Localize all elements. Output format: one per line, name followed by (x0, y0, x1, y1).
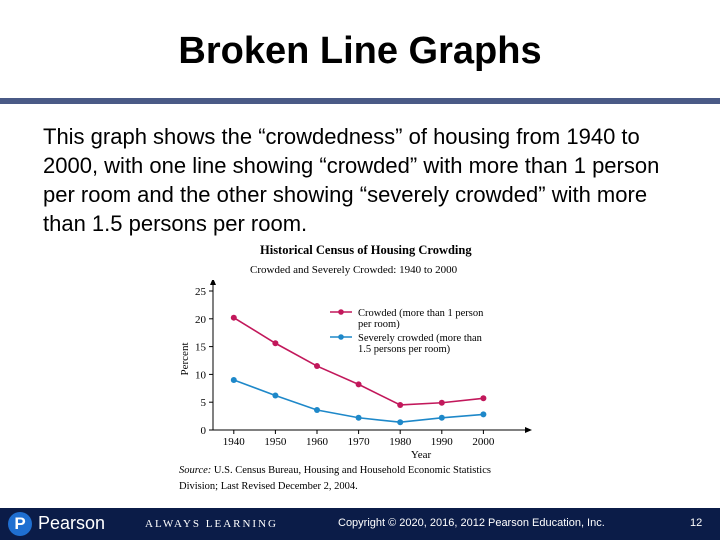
series-line-1 (233, 317, 484, 406)
series-1-point (438, 399, 445, 406)
legend-label: Severely crowded (more than (358, 333, 483, 344)
x-tick-label: 1960 (306, 436, 329, 448)
series-2-point (438, 414, 445, 421)
y-tick-label: 5 (201, 397, 207, 409)
y-axis-arrow (210, 280, 216, 285)
series-2-point (397, 419, 404, 426)
x-tick-label: 1980 (389, 436, 412, 448)
y-tick-label: 0 (201, 425, 207, 437)
y-tick-label: 15 (195, 342, 207, 354)
chart-subtitle: Crowded and Severely Crowded: 1940 to 20… (250, 264, 458, 276)
source-label: Source: (179, 465, 212, 476)
series-2-point (480, 411, 487, 418)
y-tick-label: 10 (195, 369, 207, 381)
source-text: U.S. Census Bureau, Housing and Househol… (179, 465, 491, 492)
slide-body-text: This graph shows the “crowdedness” of ho… (43, 124, 660, 236)
series-1-point (397, 401, 404, 408)
y-tick-label: 20 (195, 314, 207, 326)
x-axis-label: Year (411, 449, 432, 461)
x-tick-label: 2000 (472, 436, 495, 448)
y-axis-label: Percent (179, 343, 191, 376)
page-number: 12 (690, 517, 703, 529)
x-axis-arrow (525, 427, 532, 433)
legend-swatch-point (338, 334, 344, 340)
series-2-point (272, 392, 279, 399)
legend-label: Crowded (more than 1 person (358, 308, 484, 319)
series-1-point (272, 340, 279, 347)
legend-label: per room) (358, 319, 400, 330)
series-1-point (480, 395, 487, 402)
footer-copyright: Copyright © 2020, 2016, 2012 Pearson Edu… (338, 517, 605, 529)
chart-title: Historical Census of Housing Crowding (260, 243, 472, 257)
chart-source: Source: U.S. Census Bureau, Housing and … (179, 463, 519, 495)
x-tick-label: 1990 (431, 436, 454, 448)
series-1-point (230, 314, 237, 321)
series-1-point (355, 381, 362, 388)
y-tick-label: 25 (195, 286, 207, 298)
series-2-point (230, 376, 237, 383)
footer-tagline: ALWAYS LEARNING (145, 518, 278, 530)
x-tick-label: 1970 (348, 436, 371, 448)
legend-swatch-point (338, 309, 344, 315)
line-chart: 0 5 10 15 20 25 1940 1950 1960 1970 1980 1990 2000 Ye… (179, 280, 532, 461)
logo-letter: P (14, 514, 26, 533)
x-tick-label: 1950 (264, 436, 287, 448)
pearson-logo-icon: P (8, 512, 32, 536)
footer-bar: P Pearson ALWAYS LEARNING Copyright © 20… (0, 508, 720, 540)
slide-title: Broken Line Graphs (178, 30, 542, 72)
series-1-point (314, 363, 320, 370)
title-divider (0, 98, 720, 104)
x-tick-label: 1940 (223, 436, 246, 448)
legend-label: 1.5 persons per room) (358, 344, 451, 355)
pearson-logo-text: Pearson (38, 513, 106, 533)
series-2-point (314, 406, 320, 413)
series-2-point (355, 414, 362, 421)
